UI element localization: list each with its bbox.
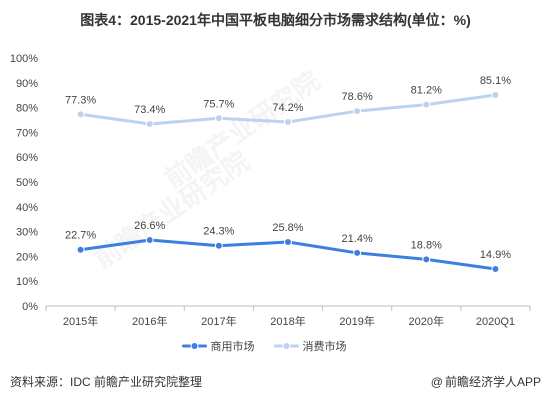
legend-label-2: 消费市场 bbox=[303, 339, 347, 353]
series-2-data-label: 85.1% bbox=[480, 75, 511, 87]
series-1-data-label: 18.8% bbox=[411, 239, 442, 251]
series-2-data-label: 74.2% bbox=[272, 102, 303, 114]
series-2-point bbox=[284, 117, 292, 126]
series-2-data-label: 78.6% bbox=[342, 91, 373, 103]
series-1-point bbox=[353, 248, 362, 257]
series-2-data-label: 75.7% bbox=[203, 98, 234, 110]
x-tick-label: 2020年 bbox=[409, 314, 444, 328]
series-1-point bbox=[145, 236, 154, 245]
x-tick-label: 2017年 bbox=[201, 314, 236, 328]
x-tick-label: 2018年 bbox=[270, 314, 305, 328]
x-tick-label: 2019年 bbox=[339, 314, 374, 328]
series-2-data-label: 73.4% bbox=[134, 104, 165, 116]
y-tick-label: 10% bbox=[16, 276, 38, 288]
series-2-data-label: 77.3% bbox=[65, 94, 96, 106]
brand-text: 前瞻经济学人APP bbox=[444, 375, 541, 389]
legend-marker-1 bbox=[190, 342, 199, 350]
series-1-point bbox=[284, 238, 292, 247]
y-tick-label: 90% bbox=[16, 78, 38, 90]
y-tick-label: 60% bbox=[16, 152, 38, 164]
series-2-point bbox=[353, 107, 362, 116]
brand-label: @ 前瞻经济学人APP bbox=[431, 373, 541, 390]
series-1-point bbox=[491, 265, 500, 274]
y-tick-label: 30% bbox=[16, 227, 38, 239]
y-tick-label: 50% bbox=[16, 177, 38, 189]
series-1-point bbox=[422, 255, 431, 264]
series-2-point bbox=[76, 110, 85, 119]
series-1-point bbox=[214, 241, 223, 250]
x-tick-label: 2016年 bbox=[132, 314, 167, 328]
series-1-data-label: 22.7% bbox=[65, 230, 96, 242]
y-tick-label: 100% bbox=[10, 53, 38, 65]
series-2-point bbox=[422, 100, 431, 109]
series-1-data-label: 24.3% bbox=[203, 226, 234, 238]
y-tick-label: 0% bbox=[22, 301, 38, 313]
source-note: 资料来源：IDC 前瞻产业研究院整理 bbox=[10, 375, 203, 389]
y-tick-label: 20% bbox=[16, 251, 38, 263]
series-1-data-label: 26.6% bbox=[134, 220, 165, 232]
y-tick-label: 70% bbox=[16, 127, 38, 139]
legend-marker-2 bbox=[282, 342, 291, 350]
series-1-point bbox=[76, 245, 85, 254]
series-2-point bbox=[214, 114, 223, 123]
x-tick-label: 2015年 bbox=[63, 314, 98, 328]
series-2-point bbox=[491, 90, 500, 99]
series-1-data-label: 25.8% bbox=[272, 222, 303, 234]
y-tick-label: 40% bbox=[16, 202, 38, 214]
legend-label-1: 商用市场 bbox=[211, 339, 255, 353]
x-tick-label: 2020Q1 bbox=[476, 316, 515, 328]
chart-title: 图表4：2015-2021年中国平板电脑细分市场需求结构(单位：%) bbox=[80, 12, 471, 28]
series-2-point bbox=[145, 119, 154, 128]
y-tick-label: 80% bbox=[16, 103, 38, 115]
brand-mark: @ bbox=[430, 375, 443, 389]
series-2-data-label: 81.2% bbox=[411, 85, 442, 97]
series-1-data-label: 21.4% bbox=[342, 233, 373, 245]
series-1-data-label: 14.9% bbox=[480, 249, 511, 261]
